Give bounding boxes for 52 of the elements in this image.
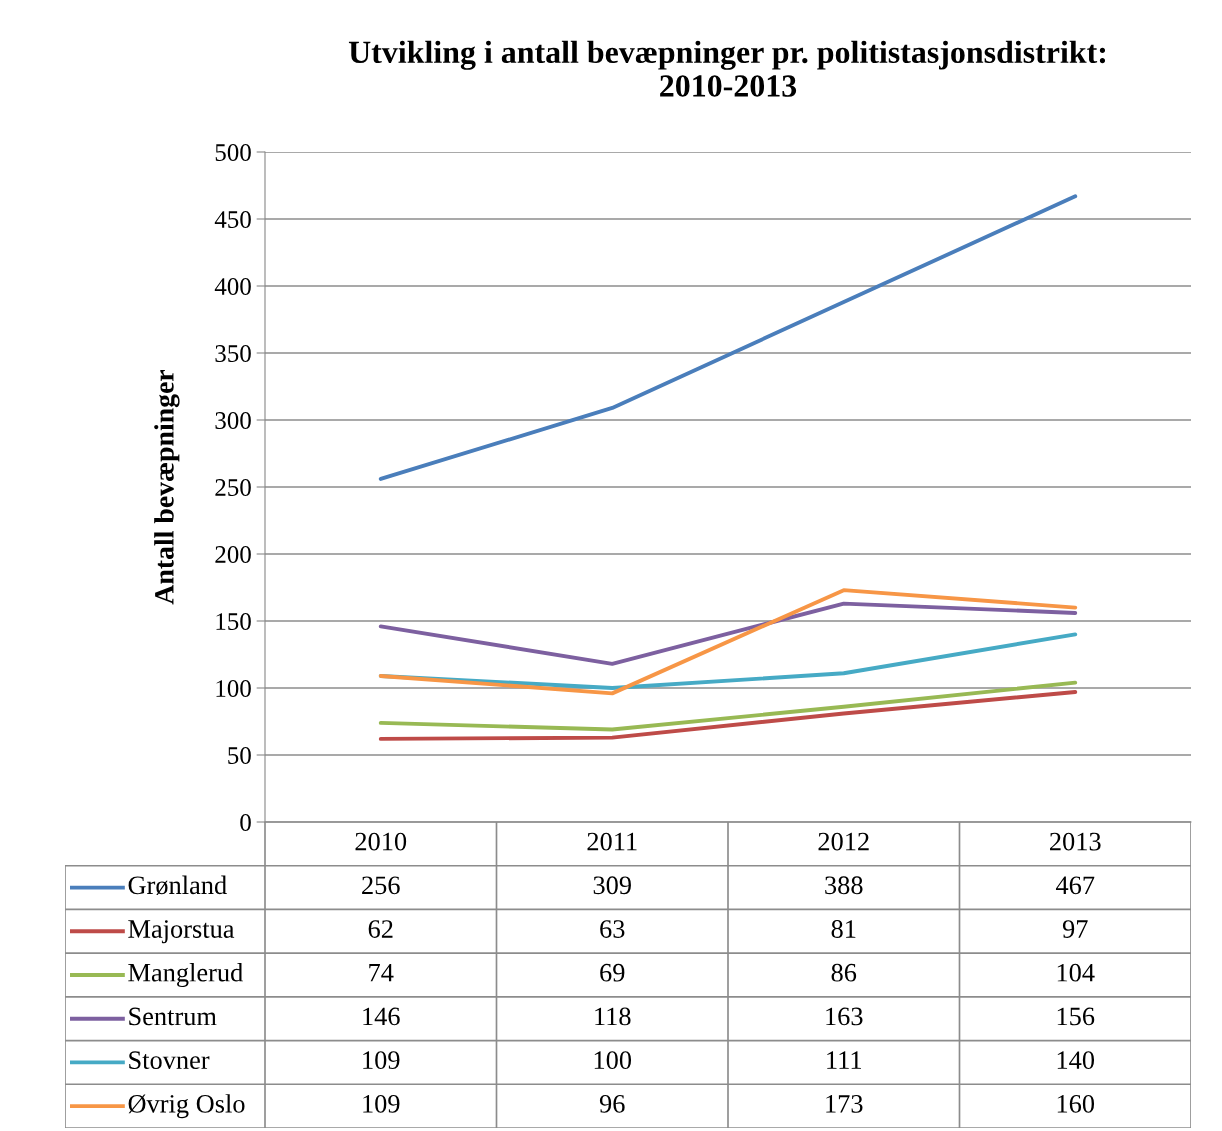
data-label: 63: [600, 920, 625, 938]
data-label: 146: [363, 1007, 400, 1026]
y-tick-label: 350: [215, 345, 251, 362]
data-label: 81: [831, 920, 856, 938]
y-tick-label: 250: [215, 479, 251, 496]
y-axis-title: Antall bevæpninger: [154, 369, 180, 605]
data-label: 86: [831, 963, 857, 982]
legend-label: Øvrig Oslo: [128, 1094, 245, 1119]
data-label: 104: [1057, 963, 1095, 982]
y-tick-label: 50: [228, 747, 251, 764]
x-tick-label: 2011: [587, 832, 637, 851]
data-label: 111: [827, 1051, 861, 1069]
data-label: 256: [362, 876, 400, 895]
line-series: [378, 680, 1078, 732]
data-label: 309: [593, 876, 631, 895]
data-label: 388: [825, 876, 863, 895]
x-tick-label: 2012: [818, 832, 869, 851]
chart-title: Utvikling i antall bevæpninger pr. politistasjonsdistrikt: 2010-2013: [348, 40, 1106, 97]
line-series: [378, 601, 1078, 666]
data-label: 74: [369, 963, 394, 982]
data-label: 109: [363, 1094, 400, 1113]
data-label: 173: [826, 1095, 863, 1113]
legend-label: Grønland: [128, 875, 227, 895]
data-label: 140: [1057, 1051, 1095, 1070]
data-label: 97: [1062, 920, 1088, 938]
line-series: [378, 194, 1078, 481]
data-label: 118: [595, 1007, 631, 1026]
data-label: 163: [826, 1007, 863, 1026]
line-series: [378, 690, 1078, 741]
y-tick-label: 200: [215, 546, 251, 563]
data-label: 62: [368, 920, 393, 938]
y-tick-label: 400: [214, 278, 251, 295]
x-tick-label: 2013: [1050, 832, 1101, 851]
legend-label: Majorstua: [128, 920, 235, 944]
data-label: 109: [363, 1051, 400, 1070]
y-tick-label: 100: [216, 680, 251, 697]
y-tick-label: 450: [214, 211, 251, 228]
line-series: [378, 588, 1078, 696]
x-tick-label: 2010: [355, 832, 407, 851]
data-label: 100: [594, 1051, 632, 1070]
y-tick-label: 0: [240, 814, 251, 831]
data-label: 467: [1055, 876, 1095, 895]
legend-label: Manglerud: [128, 963, 243, 987]
legend-label: Stovner: [129, 1051, 210, 1070]
data-label: 160: [1057, 1094, 1095, 1113]
data-label: 156: [1057, 1007, 1095, 1026]
y-tick-label: 150: [216, 613, 251, 630]
data-label: 96: [599, 1095, 625, 1113]
data-label: 69: [600, 963, 625, 982]
y-tick-label: 300: [215, 412, 251, 429]
y-tick-label: 500: [215, 144, 251, 161]
legend-label: Sentrum: [129, 1007, 217, 1026]
